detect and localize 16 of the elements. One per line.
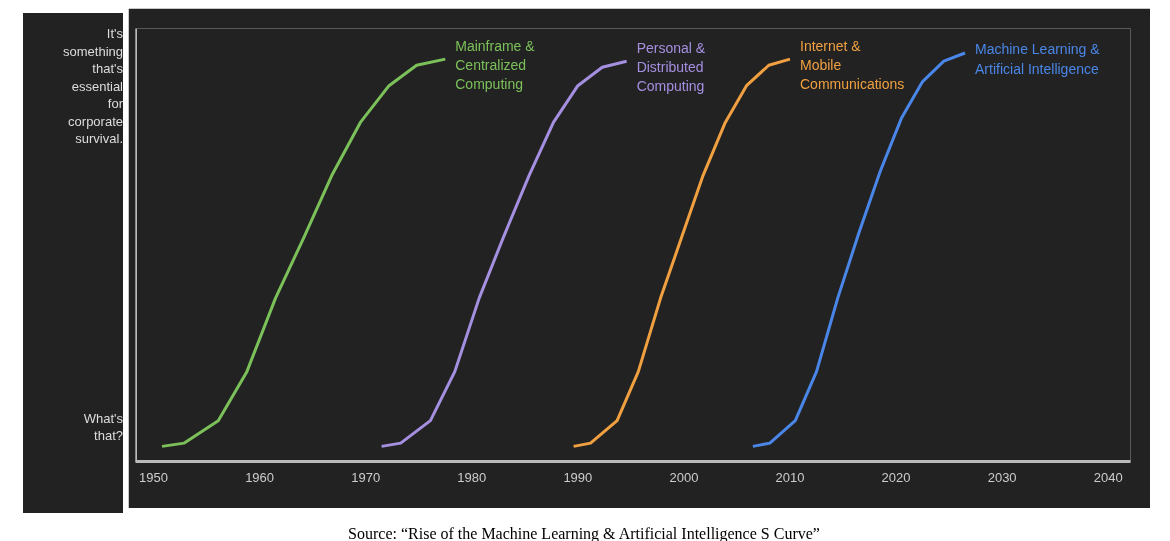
x-tick-label: 2040 xyxy=(1093,469,1123,485)
text: It's something that's essential for corporate survival. xyxy=(63,25,123,148)
x-tick-label: 1960 xyxy=(245,469,275,485)
x-tick-label: 1970 xyxy=(351,469,381,485)
x-tick-label: 1950 xyxy=(139,469,168,485)
x-tick-label: 2010 xyxy=(775,469,805,485)
x-tick-label: 2000 xyxy=(669,469,699,485)
series-label: Mainframe & Centralized Computing xyxy=(455,37,536,93)
x-tick-label: 2020 xyxy=(881,469,911,485)
text: What's that? xyxy=(82,409,123,445)
series-label: Personal & Distributed Computing xyxy=(636,39,706,95)
series-label: Machine Learning & Artificial Intelligence xyxy=(975,41,1101,77)
series-label: Internet & Mobile Communications xyxy=(799,37,905,93)
x-tick-label: 2030 xyxy=(987,469,1017,485)
x-tick-label: 1990 xyxy=(563,469,593,485)
x-tick-label: 1980 xyxy=(457,469,487,485)
